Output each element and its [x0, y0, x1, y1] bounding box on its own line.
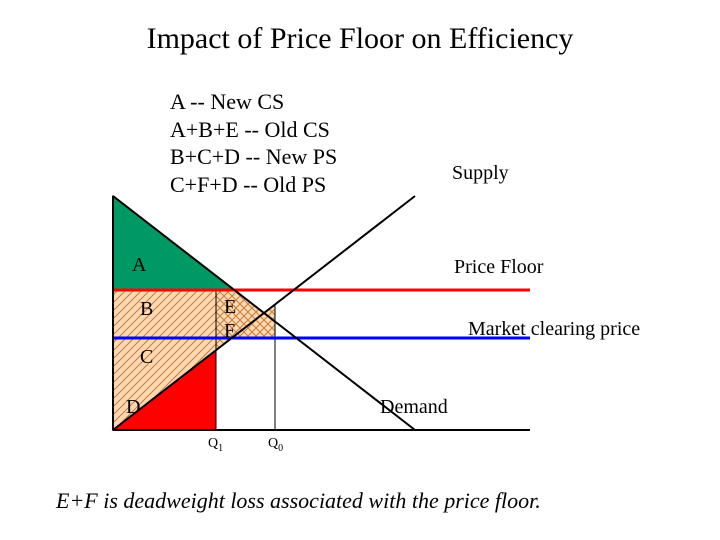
region-B-label: B: [140, 298, 153, 321]
q1-label: Q1: [208, 436, 223, 454]
chart-title: Impact of Price Floor on Efficiency: [0, 22, 720, 56]
region-F-label: F: [224, 320, 235, 343]
q1-sub: 1: [218, 443, 223, 454]
supply-label: Supply: [452, 162, 509, 185]
q0-label: Q0: [268, 436, 283, 454]
market-clearing-label: Market clearing price: [468, 318, 640, 341]
q0-sub: 0: [278, 443, 283, 454]
q0-pre: Q: [268, 436, 278, 451]
region-A-label: A: [132, 254, 146, 277]
demand-label: Demand: [380, 396, 448, 419]
region-E-label: E: [224, 296, 236, 319]
region-B: [113, 290, 216, 338]
region-D-label: D: [126, 396, 140, 419]
caption-text: E+F is deadweight loss associated with t…: [56, 488, 541, 514]
legend-line-3: B+C+D -- New PS: [170, 143, 337, 171]
q1-pre: Q: [208, 436, 218, 451]
legend-line-4: C+F+D -- Old PS: [170, 171, 337, 199]
legend-line-2: A+B+E -- Old CS: [170, 116, 337, 144]
price-floor-label: Price Floor: [454, 256, 543, 279]
region-C-label: C: [140, 346, 153, 369]
diagram-svg: [0, 0, 720, 540]
legend-line-1: A -- New CS: [170, 88, 337, 116]
legend-block: A -- New CS A+B+E -- Old CS B+C+D -- New…: [170, 88, 337, 198]
slide: { "title": "Impact of Price Floor on Eff…: [0, 0, 720, 540]
